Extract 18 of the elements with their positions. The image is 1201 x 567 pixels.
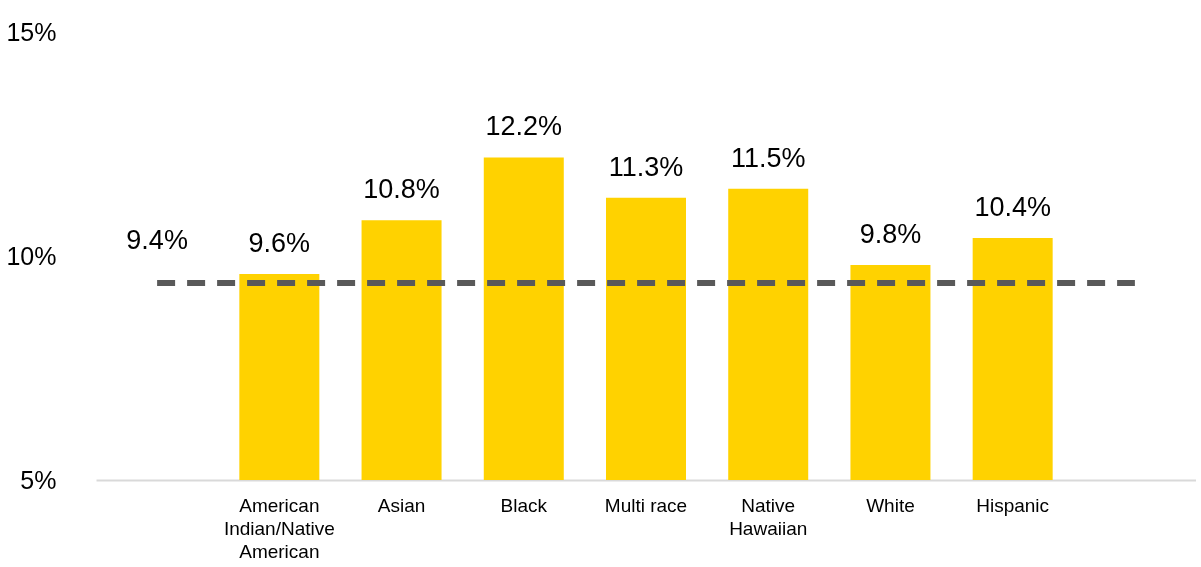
y-tick-label: 15% — [6, 17, 57, 46]
x-tick-label: Native Hawaiian — [729, 494, 808, 539]
data-label: 10.8% — [363, 174, 440, 205]
x-tick-label: American Indian/Native American — [223, 494, 335, 562]
x-tick-label: Asian — [377, 494, 426, 516]
x-tick-label: Black — [500, 494, 548, 516]
x-tick-label: White — [866, 494, 915, 516]
data-label: 11.3% — [608, 151, 684, 182]
data-label: 10.4% — [974, 192, 1051, 223]
data-label: 9.6% — [248, 227, 311, 258]
data-label: 9.4% — [126, 224, 188, 255]
x-tick-label: Hispanic — [976, 494, 1050, 516]
y-tick-label: 10% — [6, 241, 57, 270]
data-label: 11.5% — [730, 142, 806, 173]
y-tick-label: 5% — [20, 465, 57, 494]
data-label: 12.2% — [485, 111, 563, 142]
data-label: 9.8% — [859, 218, 922, 249]
x-tick-label: Multi race — [604, 494, 688, 516]
